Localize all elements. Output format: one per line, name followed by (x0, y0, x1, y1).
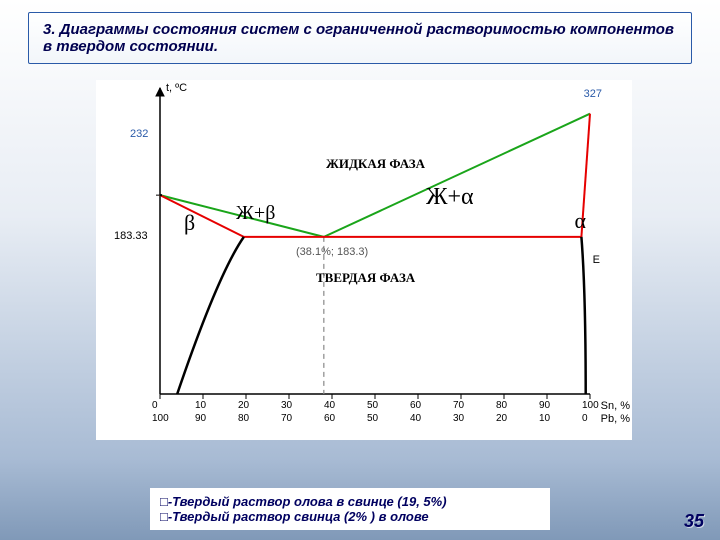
region-zh-alpha: Ж+α (426, 184, 474, 211)
temp-327: 327 (584, 88, 602, 100)
region-zh-beta: Ж+β (236, 202, 275, 225)
region-liquid: ЖИДКАЯ ФАЗА (326, 156, 425, 172)
legend-box: □-Твердый раствор олова в свинце (19, 5%… (150, 488, 550, 530)
eutectic-point-label: (38.1%; 183.3) (296, 246, 368, 258)
x-tick-sn: 70 (453, 400, 464, 411)
x-tick-sn: 10 (195, 400, 206, 411)
temp-183: 183.33 (114, 230, 148, 242)
region-beta: β (184, 210, 195, 236)
x-tick-sn: 40 (324, 400, 335, 411)
x-axis-label-pb: Pb, % (601, 413, 630, 425)
title-text: 3. Диаграммы состояния систем с ограниче… (43, 21, 674, 55)
x-tick-pb: 60 (324, 413, 335, 424)
temp-232: 232 (130, 128, 148, 140)
x-tick-pb: 100 (152, 413, 169, 424)
x-tick-pb: 20 (496, 413, 507, 424)
x-tick-sn: 100 (582, 400, 599, 411)
x-tick-sn: 60 (410, 400, 421, 411)
diagram-svg (96, 80, 632, 440)
x-tick-sn: 90 (539, 400, 550, 411)
x-tick-pb: 30 (453, 413, 464, 424)
x-tick-pb: 0 (582, 413, 588, 424)
node-e: E (593, 254, 600, 266)
x-tick-pb: 10 (539, 413, 550, 424)
x-tick-pb: 40 (410, 413, 421, 424)
x-tick-sn: 0 (152, 400, 158, 411)
y-axis-label: t, ºC (166, 82, 187, 94)
phase-diagram: t, ºC Sn, % Pb, % 232 327 183.33 ЖИДКАЯ … (96, 80, 632, 440)
x-tick-pb: 80 (238, 413, 249, 424)
region-alpha: α (574, 208, 586, 234)
x-tick-pb: 90 (195, 413, 206, 424)
title-box: 3. Диаграммы состояния систем с ограниче… (28, 12, 692, 64)
x-tick-sn: 20 (238, 400, 249, 411)
x-tick-pb: 70 (281, 413, 292, 424)
x-axis-label-sn: Sn, % (601, 400, 630, 412)
x-tick-sn: 80 (496, 400, 507, 411)
x-tick-sn: 30 (281, 400, 292, 411)
legend-line-2: □-Твердый раствор свинца (2% ) в олове (160, 509, 540, 524)
x-tick-pb: 50 (367, 413, 378, 424)
region-solid: ТВЕРДАЯ ФАЗА (316, 270, 415, 286)
page-number: 35 (684, 511, 704, 532)
legend-line-1: □-Твердый раствор олова в свинце (19, 5%… (160, 494, 540, 509)
x-tick-sn: 50 (367, 400, 378, 411)
